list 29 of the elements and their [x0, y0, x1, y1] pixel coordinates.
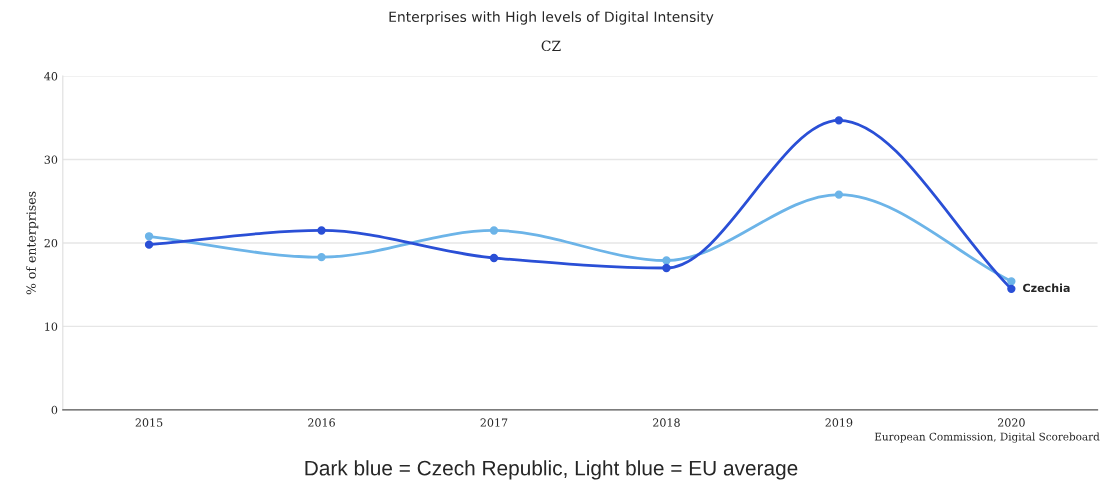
point — [1007, 284, 1016, 294]
chart-title: Enterprises with High levels of Digital Intensity — [389, 11, 714, 25]
x-tick-label: 2020 — [997, 418, 1025, 427]
y-tick-label: 10 — [45, 322, 58, 331]
point — [1007, 277, 1016, 286]
y-tick-label: 40 — [44, 72, 58, 81]
point — [662, 263, 671, 273]
chart-subtitle: CZ — [541, 40, 561, 52]
point — [834, 116, 844, 125]
text: European Commission, Digital Scoreboard — [874, 432, 1100, 443]
point — [317, 226, 326, 235]
point — [662, 256, 671, 265]
x-tick-label: 2015 — [135, 418, 163, 427]
series-label: Czechia — [1023, 283, 1070, 293]
x-tick-label: 2016 — [308, 418, 335, 427]
point — [489, 253, 499, 263]
y-tick-label: 20 — [44, 238, 58, 248]
point — [317, 252, 326, 262]
x-tick-label: 2018 — [653, 418, 680, 427]
x-tick-label: 2019 — [825, 418, 853, 427]
x-tick-label: 2017 — [480, 418, 508, 427]
point — [489, 226, 499, 235]
y-tick-label: 30 — [44, 155, 58, 164]
point — [144, 232, 154, 241]
point — [834, 190, 844, 199]
text: Dark blue = Czech Republic, Light blue = EU average — [305, 460, 798, 480]
y-axis-title: % of enterprises — [26, 191, 39, 295]
point — [144, 240, 154, 249]
y-tick-label: 0 — [51, 405, 58, 415]
